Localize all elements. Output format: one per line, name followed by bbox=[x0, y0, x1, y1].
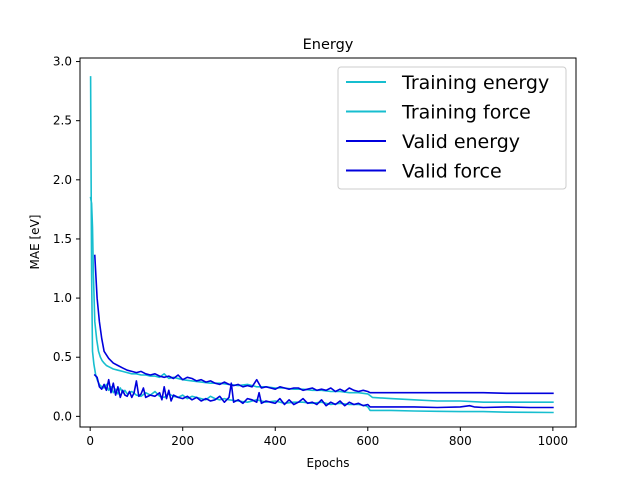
chart-title: Energy bbox=[303, 37, 354, 53]
series-line-valid-force bbox=[93, 254, 554, 395]
x-tick-label: 800 bbox=[449, 434, 472, 448]
x-tick-label: 400 bbox=[264, 434, 287, 448]
x-tick-label: 600 bbox=[356, 434, 379, 448]
y-tick-label: 1.5 bbox=[53, 232, 72, 246]
legend: Training energy Training force Valid energ… bbox=[337, 66, 567, 190]
x-tick-label: 1000 bbox=[538, 434, 569, 448]
legend-label: Training energy bbox=[401, 72, 549, 94]
legend-label: Valid force bbox=[402, 161, 502, 183]
series-layer bbox=[89, 76, 554, 414]
y-axis-ticks: 0.0 0.5 1.0 1.5 2.0 2.5 3.0 bbox=[53, 55, 80, 423]
y-tick-label: 1.0 bbox=[53, 291, 72, 305]
y-tick-label: 2.0 bbox=[53, 173, 72, 187]
plot-frame bbox=[79, 57, 577, 428]
x-axis-label: Epochs bbox=[307, 456, 350, 470]
x-tick-label: 0 bbox=[86, 434, 94, 448]
y-axis-label: MAE [eV] bbox=[28, 215, 42, 270]
x-tick-label: 200 bbox=[171, 434, 194, 448]
y-tick-label: 2.5 bbox=[53, 114, 72, 128]
y-tick-label: 0.0 bbox=[53, 409, 72, 423]
legend-box bbox=[337, 66, 567, 190]
y-tick-label: 3.0 bbox=[53, 55, 72, 69]
legend-label: Training force bbox=[401, 102, 531, 124]
legend-label: Valid energy bbox=[402, 131, 520, 153]
series-line-valid-energy bbox=[93, 373, 554, 409]
x-axis-ticks: 0 200 400 600 800 1000 bbox=[86, 427, 568, 448]
y-tick-label: 0.5 bbox=[53, 350, 72, 364]
